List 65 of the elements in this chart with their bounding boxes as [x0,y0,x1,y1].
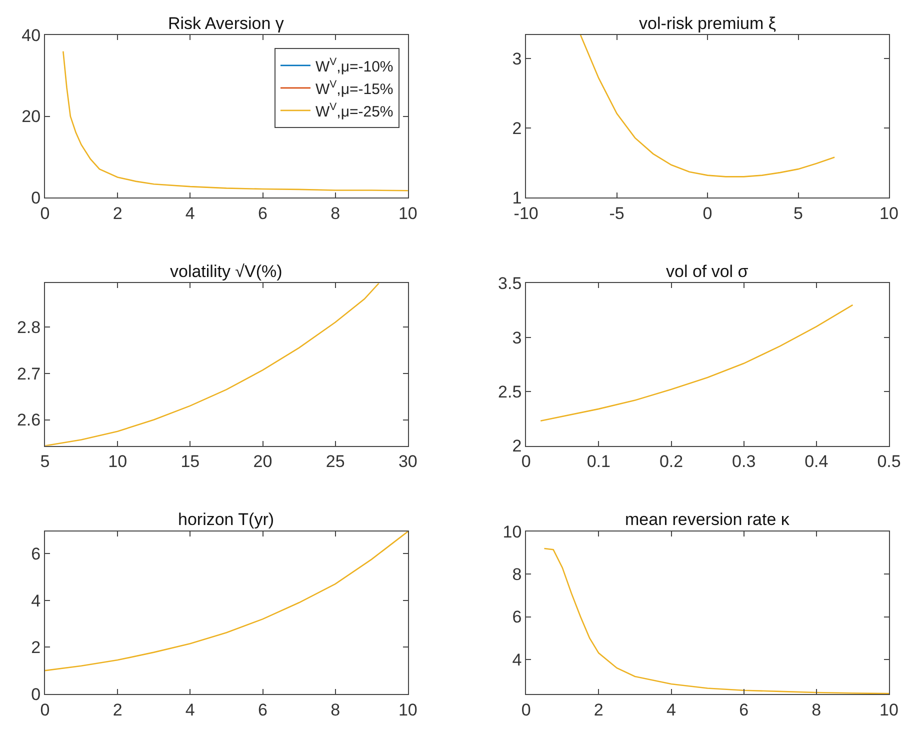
chart-title: mean reversion rate κ [625,510,790,529]
chart-title: vol-risk premium ξ [639,14,776,33]
y-tick-label: 2.8 [16,318,41,337]
x-tick-label: 0.1 [586,452,610,472]
y-tick-label: 0 [31,684,41,704]
x-tick-label: 10 [398,700,418,720]
y-tick-label: 10 [502,522,522,542]
chart-title: horizon T(yr) [178,510,274,529]
x-tick-label: 0.5 [877,452,901,472]
y-tick-label: 3 [512,328,522,348]
legend-label: W$^{V}$,μ=-25% [315,100,394,120]
y-tick-label: 3.5 [498,274,522,294]
x-tick-label: 10 [880,204,898,223]
y-tick-label: 0 [31,188,41,208]
x-tick-label: 5 [40,452,50,472]
y-tick-label: 2 [512,436,522,456]
x-tick-label: 6 [258,204,268,223]
x-tick-label: 8 [812,700,822,720]
chart-title: Risk Aversion γ [168,14,284,33]
x-tick-label: 15 [180,452,200,472]
y-tick-label: 2.5 [498,382,522,402]
legend-label: W$^{V}$,μ=-15% [315,78,394,98]
x-tick-label: 10 [108,452,128,472]
line-series [45,531,408,672]
legend-label: W$^{V}$,μ=-10% [315,56,394,76]
y-tick-label: 3 [512,50,522,69]
x-tick-label: 8 [330,700,340,720]
y-tick-label: 8 [512,565,522,584]
x-tick-label: 4 [666,700,676,720]
y-tick-label: 40 [22,26,41,45]
x-tick-label: 2 [594,700,604,720]
x-tick-label: 10 [880,700,898,720]
y-tick-label: 6 [512,608,522,627]
y-tick-label: 20 [22,107,41,126]
y-tick-label: 2 [31,638,41,658]
y-tick-label: 6 [31,544,41,564]
x-tick-label: 0.3 [732,452,756,472]
x-tick-label: 0.2 [659,452,684,472]
x-tick-label: 0 [702,204,712,223]
x-tick-label: -5 [609,204,624,223]
x-tick-label: 4 [185,204,195,223]
line-series [45,283,380,446]
chart-title: vol of vol σ [666,262,749,281]
x-tick-label: 8 [330,204,340,223]
y-tick-label: 2.6 [16,410,41,430]
y-tick-label: 2.7 [16,364,41,384]
x-tick-label: 4 [185,700,195,720]
line-series [62,50,408,192]
x-tick-label: 25 [326,452,345,472]
chart-title: volatility √V(%) [170,262,282,281]
x-tick-label: 6 [258,700,268,720]
line-series [544,548,889,694]
x-tick-label: 2 [112,204,122,223]
x-tick-label: 30 [398,452,418,472]
y-tick-label: 4 [512,650,522,670]
x-tick-label: 0.4 [804,452,828,472]
x-tick-label: 6 [739,700,749,720]
x-tick-label: 2 [112,700,122,720]
y-tick-label: 4 [31,591,41,610]
line-series [540,304,854,422]
x-tick-label: 20 [253,452,272,472]
line-series [580,35,836,178]
x-tick-label: 5 [794,204,804,223]
x-tick-label: 10 [398,204,418,223]
y-tick-label: 2 [512,119,522,138]
